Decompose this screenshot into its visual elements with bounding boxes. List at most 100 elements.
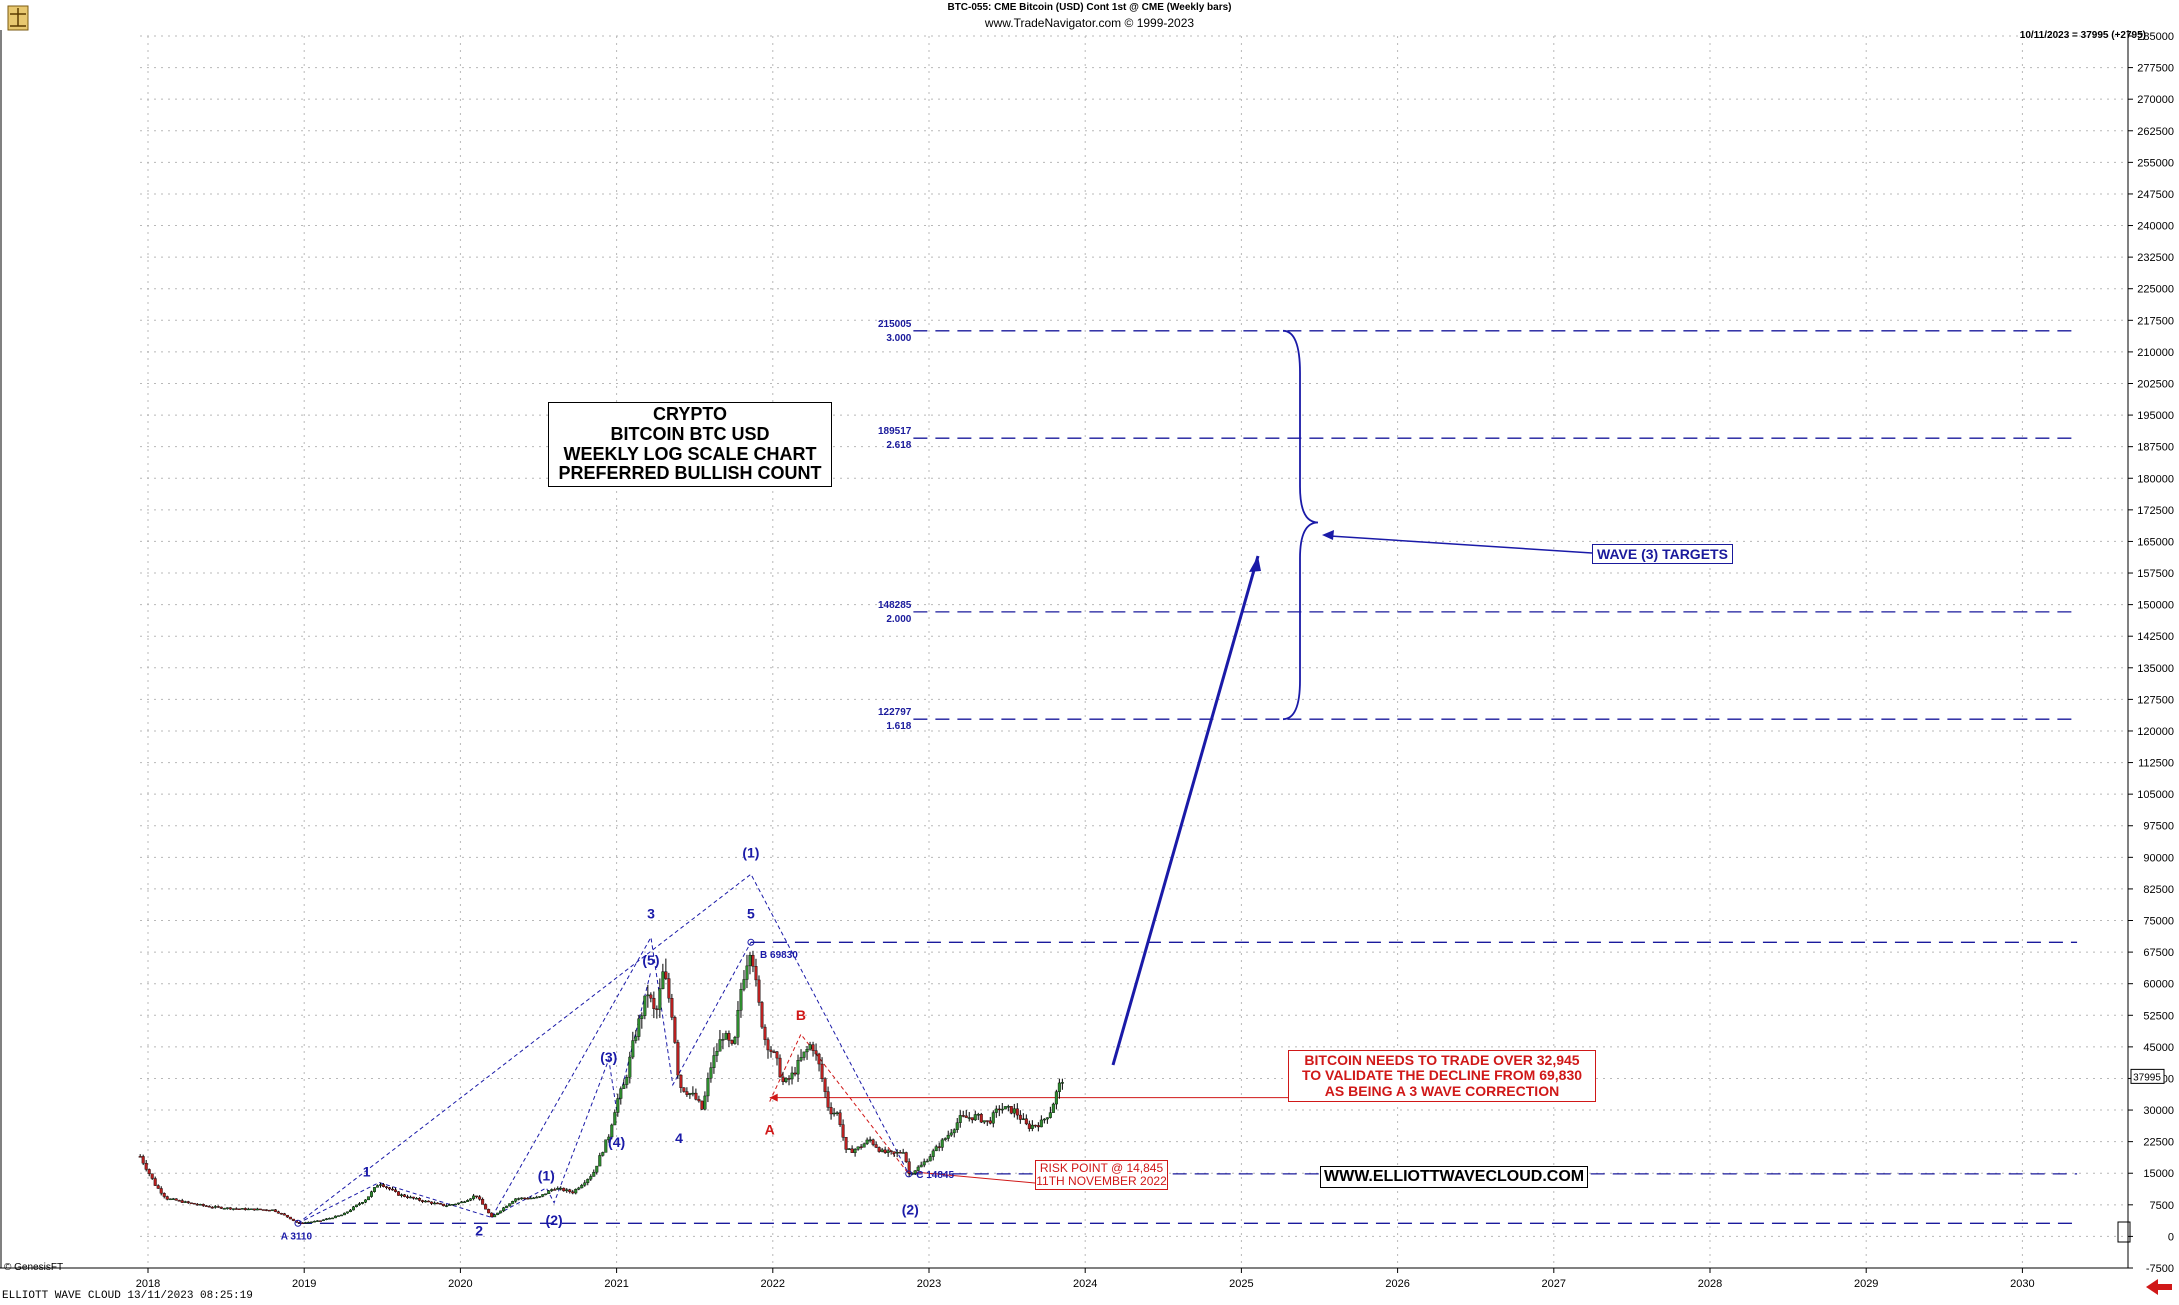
candle-body — [366, 1196, 370, 1201]
candle-body — [949, 1132, 953, 1136]
candle-body — [403, 1194, 407, 1197]
candle-body — [523, 1197, 527, 1200]
candle-body — [279, 1213, 283, 1215]
candle-body — [805, 1048, 809, 1053]
x-tick-label: 2028 — [1698, 1278, 1722, 1290]
candle-body — [174, 1198, 178, 1201]
candle-body — [195, 1203, 199, 1206]
x-tick-label: 2022 — [761, 1278, 785, 1290]
y-tick-label: 135000 — [2137, 663, 2174, 675]
candle-body — [1051, 1103, 1055, 1113]
candle-body — [952, 1129, 956, 1134]
x-tick-label: 2025 — [1229, 1278, 1253, 1290]
candle-body — [138, 1156, 142, 1158]
x-tick-label: 2023 — [917, 1278, 941, 1290]
candle-body — [850, 1148, 854, 1153]
candle-body — [883, 1149, 887, 1153]
abc-correction-line — [769, 1033, 910, 1175]
candle-body — [445, 1205, 449, 1207]
y-tick-label: 270000 — [2137, 94, 2174, 106]
candle-body — [754, 966, 758, 981]
candle-body — [159, 1188, 163, 1194]
candle-body — [829, 1107, 833, 1115]
candle-body — [400, 1194, 404, 1196]
title-box: CRYPTO BITCOIN BTC USD WEEKLY LOG SCALE … — [548, 402, 832, 488]
candle-body — [700, 1100, 704, 1110]
wave-degree-line — [297, 873, 910, 1224]
y-tick-label: 22500 — [2143, 1137, 2174, 1149]
y-tick-label: 60000 — [2143, 979, 2174, 991]
candle-body — [1060, 1082, 1064, 1084]
y-tick-label: 172500 — [2137, 505, 2174, 517]
candle-body — [201, 1204, 205, 1206]
candle-body — [297, 1222, 301, 1224]
candle-body — [583, 1182, 587, 1186]
candle-body — [363, 1199, 367, 1203]
candle-body — [838, 1112, 842, 1125]
candle-body — [412, 1196, 416, 1199]
candle-body — [796, 1060, 800, 1075]
candle-body — [511, 1201, 515, 1204]
candle-body — [832, 1112, 836, 1115]
targets-brace — [1282, 329, 1319, 721]
candle-body — [760, 1002, 764, 1028]
candle-body — [601, 1152, 605, 1156]
last-price-label: 37995 — [2133, 1072, 2161, 1083]
candle-body — [288, 1216, 292, 1220]
candle-body — [808, 1044, 812, 1050]
candle-body — [165, 1196, 169, 1200]
candle-body — [820, 1063, 824, 1079]
target-ratio-label: 2.000 — [886, 614, 911, 625]
candle-body — [433, 1202, 437, 1205]
candle-body — [775, 1051, 779, 1059]
candle-body — [616, 1098, 620, 1113]
copyright: © GenesisFT — [4, 1262, 64, 1273]
candle-body — [469, 1198, 473, 1201]
candle-body — [1021, 1118, 1025, 1120]
candle-body — [691, 1092, 695, 1095]
candle-body — [1003, 1106, 1007, 1110]
y-tick-label: 7500 — [2150, 1200, 2174, 1212]
candle-body — [240, 1208, 244, 1210]
candle-body — [394, 1189, 398, 1192]
wave-lines — [297, 329, 1593, 1224]
candle-body — [466, 1200, 470, 1202]
candle-body — [721, 1039, 725, 1041]
y-tick-label: 187500 — [2137, 442, 2174, 454]
candle-body — [682, 1087, 686, 1092]
note-line: RISK POINT @ 14,845 — [1039, 1161, 1164, 1175]
wave-label: (4) — [608, 1134, 625, 1150]
candle-body — [246, 1208, 250, 1211]
candle-body — [210, 1206, 214, 1209]
candle-body — [180, 1200, 184, 1203]
candle-body — [1012, 1108, 1016, 1114]
candle-body — [823, 1078, 827, 1092]
candle-body — [685, 1091, 689, 1095]
candle-body — [222, 1208, 226, 1210]
scroll-arrow-icon — [2146, 1279, 2172, 1295]
candle-body — [871, 1139, 875, 1145]
chart-title: BTC-055: CME Bitcoin (USD) Cont 1st @ CM… — [947, 2, 1232, 13]
b-marker-icon — [747, 938, 755, 946]
y-tick-label: 277500 — [2137, 63, 2174, 75]
candle-body — [688, 1093, 692, 1095]
candle-body — [303, 1222, 307, 1224]
candle-body — [1045, 1117, 1049, 1120]
candle-body — [916, 1166, 920, 1171]
candle-body — [255, 1208, 259, 1211]
candle-body — [595, 1165, 599, 1173]
candle-body — [141, 1156, 145, 1164]
candle-body — [982, 1120, 986, 1123]
candle-body — [565, 1189, 569, 1192]
candle-body — [898, 1152, 902, 1154]
candle-body — [276, 1211, 280, 1214]
note-line: 11TH NOVEMBER 2022 — [1036, 1174, 1167, 1189]
candle-body — [472, 1195, 476, 1199]
candle-body — [961, 1115, 965, 1117]
candle-body — [895, 1152, 899, 1154]
note-line: BITCOIN NEEDS TO TRADE OVER 32,945 — [1304, 1052, 1580, 1068]
candle-body — [868, 1139, 872, 1141]
candle-body — [772, 1051, 776, 1053]
candle-body — [670, 998, 674, 1018]
candle-body — [817, 1053, 821, 1065]
